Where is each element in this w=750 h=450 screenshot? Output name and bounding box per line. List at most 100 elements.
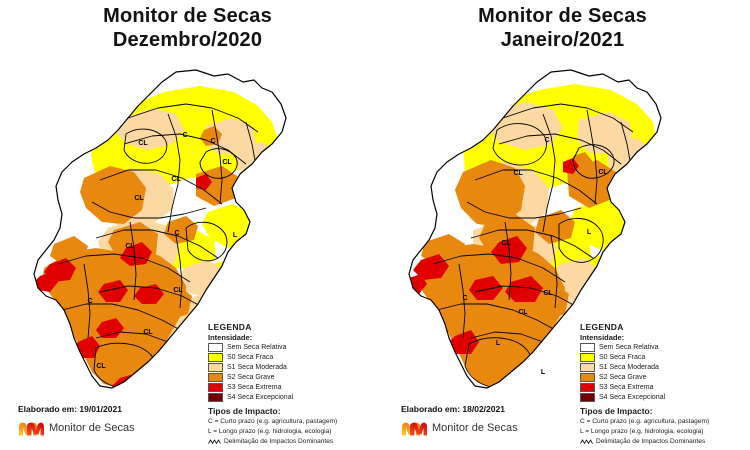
footer-left: Elaborado em: 19/01/2021 Monitor de Seca… [18, 404, 135, 437]
legend-delimitation-label-right: Delimitação de Impactos Dominantes [596, 438, 706, 445]
legend-swatch-s2 [208, 373, 223, 382]
svg-text:L: L [541, 369, 546, 376]
elaborated-date-left: Elaborado em: 19/01/2021 [18, 404, 122, 414]
map-impact-labels: C CL C CL CL CL C CL L CL C CL CL CL [87, 132, 238, 370]
legend-impact-heading-right: Tipos de Impacto: [580, 406, 653, 416]
svg-text:CL: CL [543, 290, 553, 297]
legend-label-s1: S1 Seca Moderada [227, 363, 287, 371]
svg-text:CL: CL [138, 140, 148, 147]
svg-text:CL: CL [96, 363, 106, 370]
brand-left: Monitor de Secas [18, 419, 135, 437]
svg-text:CL: CL [598, 169, 608, 176]
brand-right: Monitor de Secas [401, 419, 518, 437]
title-line-2-right: Janeiro/2021 [500, 29, 625, 51]
legend-class-s0: S0 Seca Fraca [208, 353, 368, 362]
legend-title-right: LEGENDA [580, 322, 624, 332]
legend-label-s1-right: S1 Seca Moderada [599, 363, 659, 371]
legend-swatch-s1 [208, 363, 223, 372]
svg-text:C: C [210, 138, 215, 145]
legend-intensity-heading: Intensidade: [208, 333, 253, 342]
legend-left: LEGENDA Intensidade: Sem Seca Relativa S… [208, 322, 368, 446]
map-janeiro-2021: C CL CL CL L CL C CL L L CL [375, 52, 750, 402]
legend-class-s4-right: S4 Seca Excepcional [580, 393, 740, 402]
legend-label-s3-right: S3 Seca Extrema [599, 383, 654, 391]
legend-class-s3-right: S3 Seca Extrema [580, 383, 740, 392]
legend-swatch-s4 [208, 393, 223, 402]
panel-janeiro-2021: Monitor de Secas Janeiro/2021 [375, 0, 750, 450]
monitor-de-secas-logo-icon [19, 422, 44, 436]
svg-text:CL: CL [125, 243, 135, 250]
legend-class-sem-seca-right: Sem Seca Relativa [580, 343, 740, 352]
legend-delimitation-row: Delimitação de Impactos Dominantes [208, 437, 368, 446]
elaborated-date-right: Elaborado em: 18/02/2021 [401, 404, 505, 414]
svg-text:L: L [233, 232, 238, 239]
legend-right: LEGENDA Intensidade: Sem Seca Relativa S… [580, 322, 740, 446]
svg-text:CL: CL [143, 329, 153, 336]
legend-label-sem-seca: Sem Seca Relativa [227, 343, 287, 351]
panel-title-right: Monitor de Secas Janeiro/2021 [375, 4, 750, 52]
legend-delimitation-label: Delimitação de Impactos Dominantes [224, 438, 334, 445]
legend-class-s2-right: S2 Seca Grave [580, 373, 740, 382]
legend-class-sem-seca: Sem Seca Relativa [208, 343, 368, 352]
legend-label-s3: S3 Seca Extrema [227, 383, 282, 391]
svg-text:CL: CL [501, 240, 511, 247]
legend-delimitation-row-right: Delimitação de Impactos Dominantes [580, 437, 740, 446]
legend-impact-l: L = Longo prazo (e.g. hidrologia, ecolog… [208, 428, 332, 435]
legend-swatch-s3 [208, 383, 223, 392]
legend-label-s2-right: S2 Seca Grave [599, 373, 647, 381]
svg-text:L: L [587, 229, 592, 236]
title-line-1-right: Monitor de Secas [478, 5, 647, 27]
svg-text:C: C [182, 132, 187, 139]
svg-text:C: C [544, 137, 549, 144]
legend-swatch-s0-right [580, 353, 595, 362]
svg-text:CL: CL [513, 170, 523, 177]
wave-icon-right [580, 438, 593, 444]
svg-text:L: L [496, 340, 501, 347]
legend-class-s0-right: S0 Seca Fraca [580, 353, 740, 362]
legend-impact-c: C = Curto prazo (e.g. agricultura, pasta… [208, 418, 338, 425]
legend-label-s4-right: S4 Seca Excepcional [599, 393, 666, 401]
title-line-2: Dezembro/2020 [112, 29, 263, 51]
brand-name-left: Monitor de Secas [49, 422, 135, 434]
legend-swatch-sem-seca-right [580, 343, 595, 352]
svg-text:CL: CL [518, 309, 528, 316]
legend-class-s2: S2 Seca Grave [208, 373, 368, 382]
legend-impact-heading: Tipos de Impacto: [208, 406, 281, 416]
legend-intensity-heading-right: Intensidade: [580, 333, 625, 342]
legend-swatch-s0 [208, 353, 223, 362]
legend-label-s4: S4 Seca Excepcional [227, 393, 294, 401]
legend-swatch-sem-seca [208, 343, 223, 352]
svg-text:C: C [174, 230, 179, 237]
legend-label-s0-right: S0 Seca Fraca [599, 353, 646, 361]
legend-label-sem-seca-right: Sem Seca Relativa [599, 343, 659, 351]
brand-name-right: Monitor de Secas [432, 422, 518, 434]
legend-class-s4: S4 Seca Excepcional [208, 393, 368, 402]
svg-text:CL: CL [173, 287, 183, 294]
map-impact-labels-right: C CL CL CL L CL C CL L L CL [462, 137, 608, 376]
legend-class-s1-right: S1 Seca Moderada [580, 363, 740, 372]
monitor-de-secas-logo-icon-right [402, 422, 427, 436]
panel-title-left: Monitor de Secas Dezembro/2020 [0, 4, 375, 52]
legend-impact-l-right: L = Longo prazo (e.g. hidrologia, ecolog… [580, 428, 704, 435]
legend-swatch-s3-right [580, 383, 595, 392]
legend-swatch-s4-right [580, 393, 595, 402]
svg-text:CL: CL [171, 176, 181, 183]
legend-swatch-s2-right [580, 373, 595, 382]
wave-icon [208, 438, 221, 444]
legend-label-s2: S2 Seca Grave [227, 373, 275, 381]
legend-class-s3: S3 Seca Extrema [208, 383, 368, 392]
panel-dezembro-2020: Monitor de Secas Dezembro/2020 [0, 4, 375, 446]
legend-label-s0: S0 Seca Fraca [227, 353, 274, 361]
legend-title: LEGENDA [208, 322, 252, 332]
title-line-1: Monitor de Secas [103, 5, 272, 27]
legend-impact-c-right: C = Curto prazo (e.g. agricultura, pasta… [580, 418, 710, 425]
svg-text:C: C [462, 295, 467, 302]
svg-text:CL: CL [222, 159, 232, 166]
svg-text:C: C [87, 298, 92, 305]
footer-right: Elaborado em: 18/02/2021 Monitor de Seca… [401, 404, 518, 437]
svg-text:CL: CL [134, 195, 144, 202]
legend-class-s1: S1 Seca Moderada [208, 363, 368, 372]
legend-swatch-s1-right [580, 363, 595, 372]
map-dezembro-2020: C CL C CL CL CL C CL L CL C CL CL CL [0, 52, 375, 402]
